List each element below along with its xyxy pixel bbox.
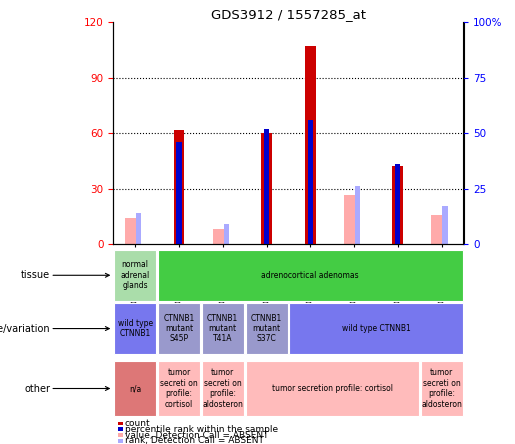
Bar xyxy=(246,361,419,416)
Bar xyxy=(224,224,229,244)
Text: wild type
CTNNB1: wild type CTNNB1 xyxy=(117,319,153,338)
Bar xyxy=(246,303,287,354)
Text: CTNNB1
mutant
S45P: CTNNB1 mutant S45P xyxy=(163,313,195,344)
Bar xyxy=(158,303,200,354)
Bar xyxy=(392,166,403,244)
Bar xyxy=(114,303,156,354)
Text: tumor
secreti on
profile:
aldosteron: tumor secreti on profile: aldosteron xyxy=(421,369,462,408)
Bar xyxy=(213,229,226,244)
Bar xyxy=(395,164,401,244)
Bar xyxy=(421,361,462,416)
Text: tumor
secreti on
profile:
cortisol: tumor secreti on profile: cortisol xyxy=(160,369,198,408)
Text: tumor secretion profile: cortisol: tumor secretion profile: cortisol xyxy=(272,384,392,393)
Bar xyxy=(355,186,360,244)
Text: CTNNB1
mutant
T41A: CTNNB1 mutant T41A xyxy=(207,313,238,344)
Text: value, Detection Call = ABSENT: value, Detection Call = ABSENT xyxy=(125,431,268,440)
Bar xyxy=(176,142,182,244)
Text: normal
adrenal
glands: normal adrenal glands xyxy=(121,260,150,290)
Bar xyxy=(261,133,272,244)
Text: n/a: n/a xyxy=(129,384,141,393)
Text: tumor
secreti on
profile:
aldosteron: tumor secreti on profile: aldosteron xyxy=(202,369,243,408)
Text: rank, Detection Call = ABSENT: rank, Detection Call = ABSENT xyxy=(125,436,264,444)
Text: tissue: tissue xyxy=(21,270,109,280)
Text: percentile rank within the sample: percentile rank within the sample xyxy=(125,425,278,434)
Bar xyxy=(202,361,244,416)
Bar xyxy=(158,250,462,301)
Bar xyxy=(136,213,141,244)
Text: wild type CTNNB1: wild type CTNNB1 xyxy=(341,324,410,333)
Title: GDS3912 / 1557285_at: GDS3912 / 1557285_at xyxy=(211,8,366,21)
Bar xyxy=(264,129,269,244)
Bar xyxy=(114,250,156,301)
Bar xyxy=(174,130,184,244)
Bar xyxy=(432,215,445,244)
Bar xyxy=(289,303,462,354)
Bar xyxy=(344,195,357,244)
Bar xyxy=(202,303,244,354)
Text: other: other xyxy=(24,384,109,393)
Text: count: count xyxy=(125,419,150,428)
Bar xyxy=(125,218,139,244)
Bar xyxy=(158,361,200,416)
Text: genotype/variation: genotype/variation xyxy=(0,324,109,333)
Bar xyxy=(114,361,156,416)
Bar xyxy=(307,120,313,244)
Text: adrenocortical adenomas: adrenocortical adenomas xyxy=(262,271,359,280)
Bar xyxy=(305,46,316,244)
Bar xyxy=(442,206,448,244)
Text: CTNNB1
mutant
S37C: CTNNB1 mutant S37C xyxy=(251,313,282,344)
